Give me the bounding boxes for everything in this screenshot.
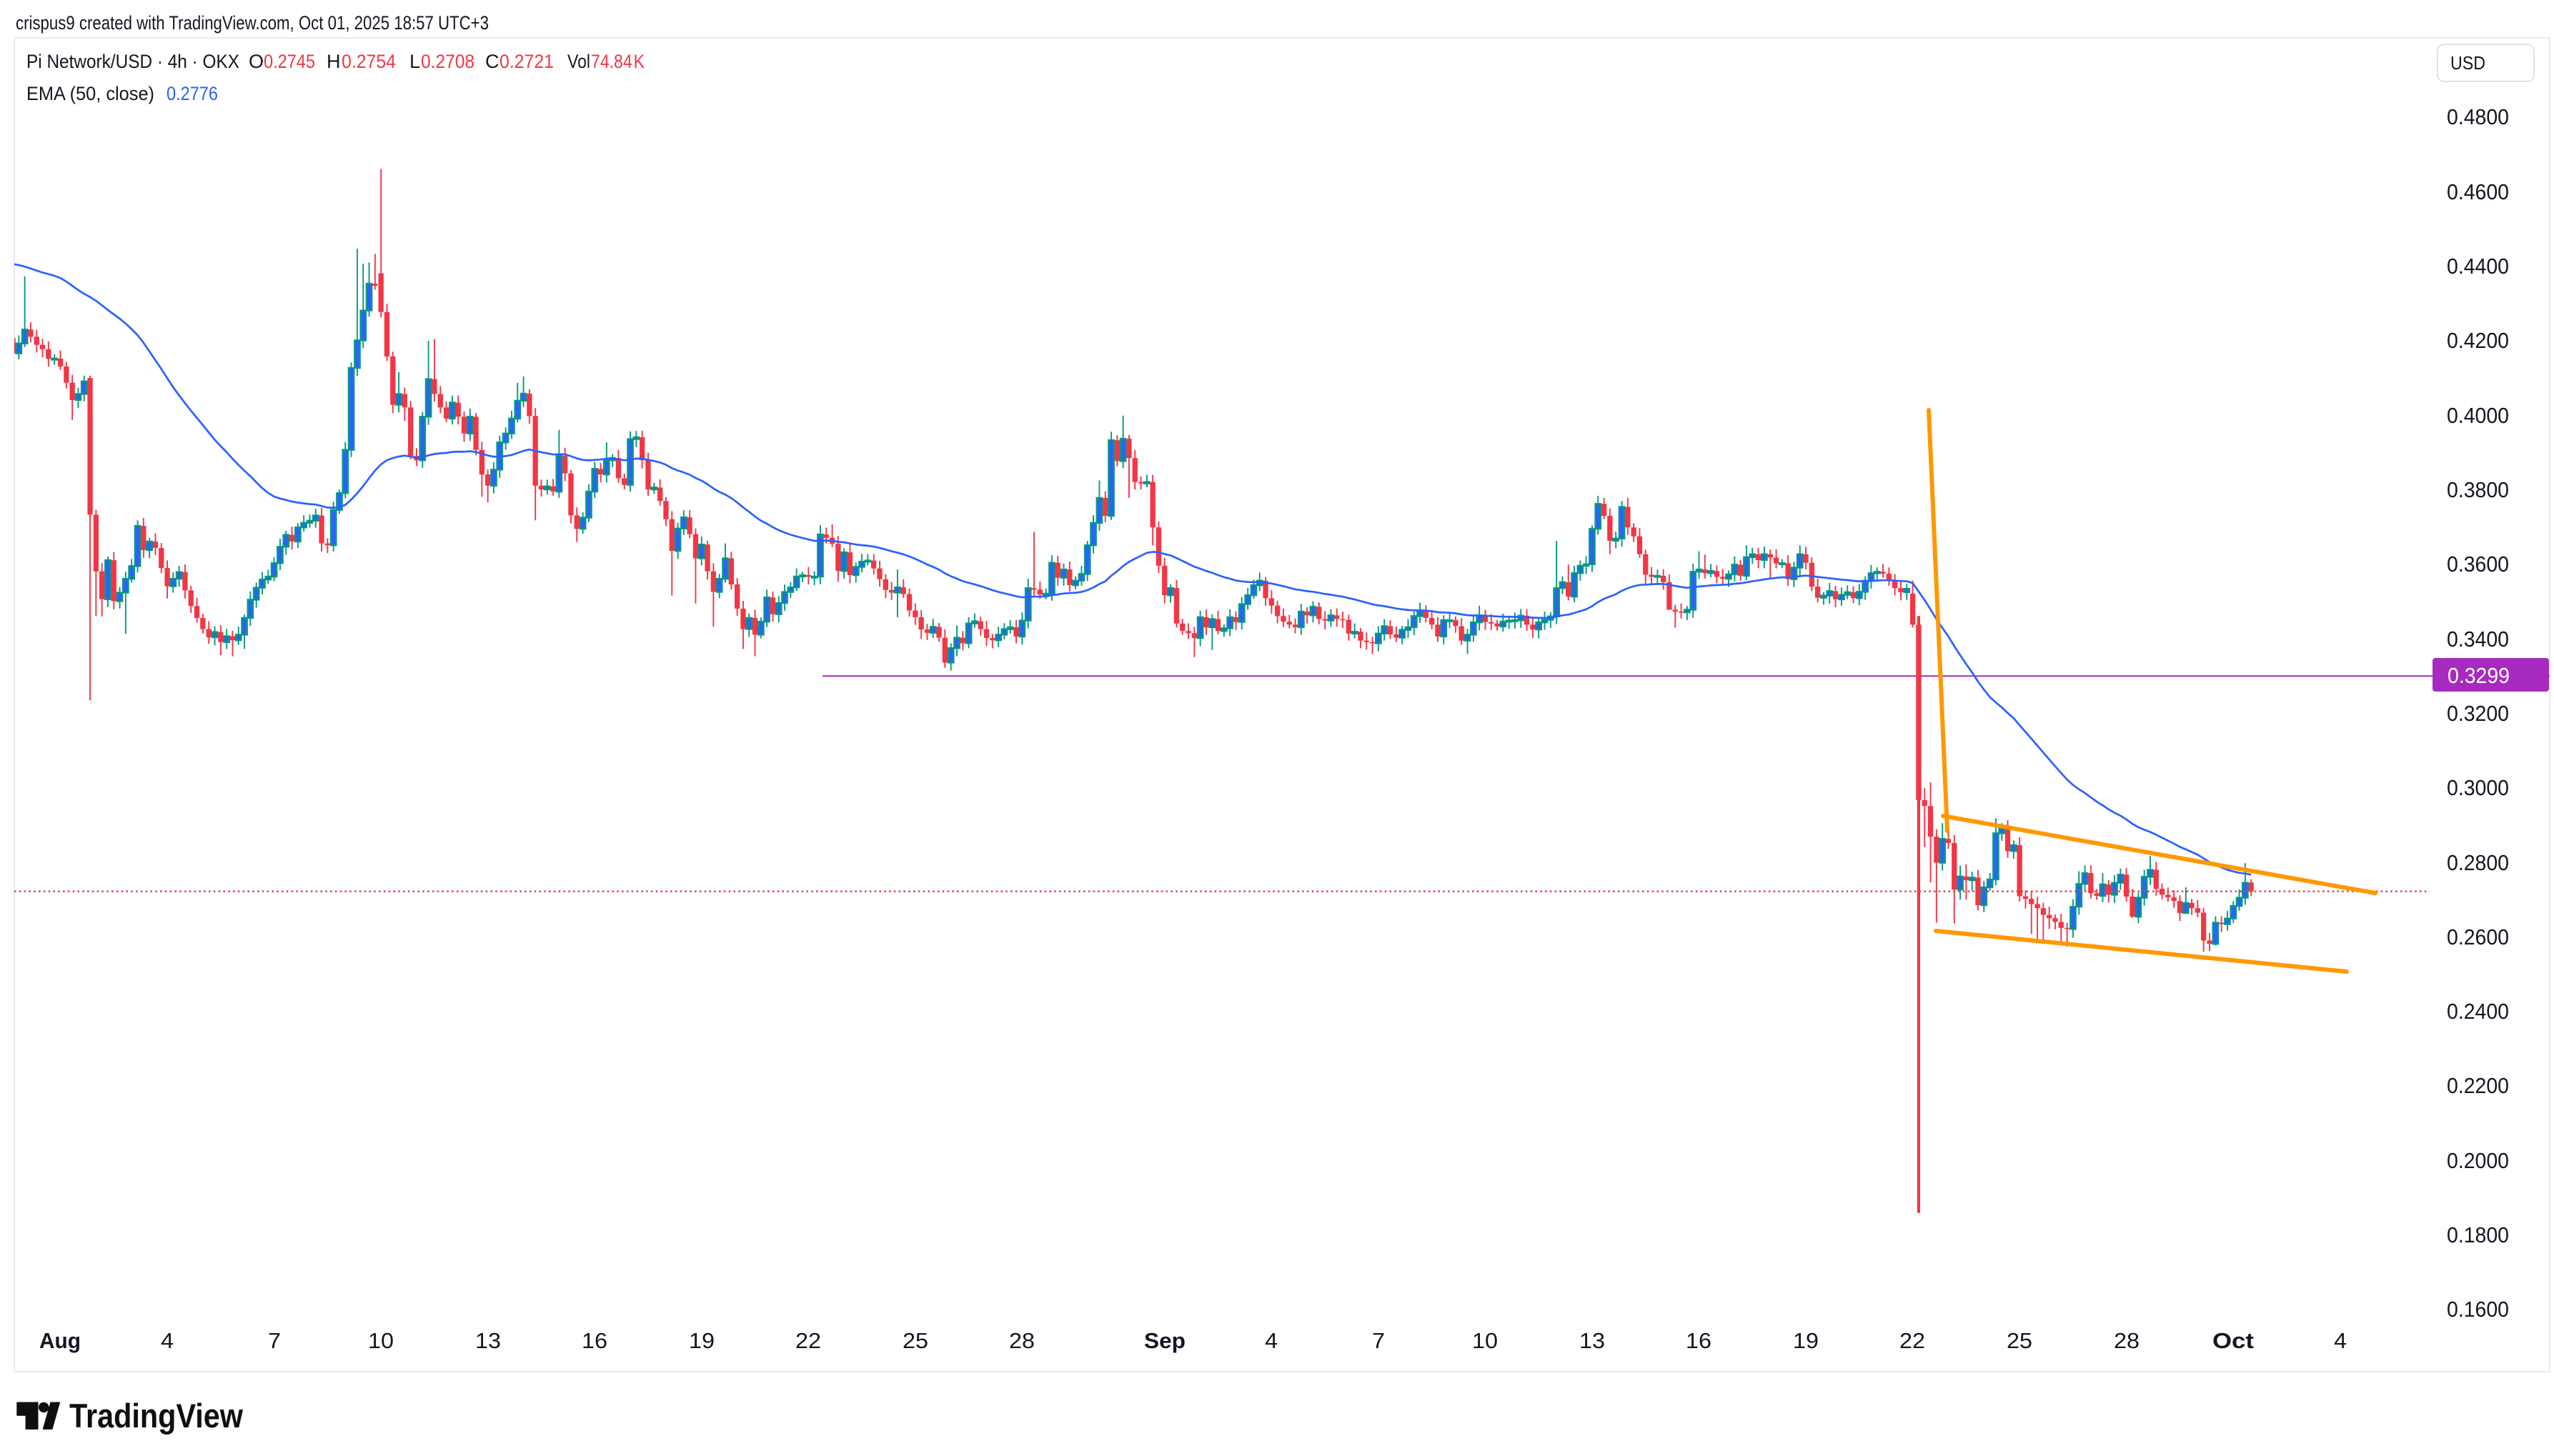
svg-text:0.1800: 0.1800 bbox=[2447, 1223, 2509, 1247]
svg-text:0.2600: 0.2600 bbox=[2447, 925, 2509, 949]
svg-text:22: 22 bbox=[1899, 1328, 1925, 1353]
svg-text:0.4800: 0.4800 bbox=[2447, 105, 2509, 129]
svg-text:25: 25 bbox=[2007, 1328, 2032, 1353]
svg-text:crispus9 created with TradingV: crispus9 created with TradingView.com, O… bbox=[16, 12, 489, 34]
svg-text:4: 4 bbox=[161, 1328, 174, 1353]
svg-text:0.2400: 0.2400 bbox=[2447, 999, 2509, 1024]
svg-text:0.3600: 0.3600 bbox=[2447, 552, 2509, 577]
svg-text:0.4200: 0.4200 bbox=[2447, 329, 2509, 353]
svg-text:0.2200: 0.2200 bbox=[2447, 1074, 2509, 1098]
svg-text:0.2000: 0.2000 bbox=[2447, 1149, 2509, 1173]
svg-text:22: 22 bbox=[795, 1328, 821, 1353]
svg-text:0.3800: 0.3800 bbox=[2447, 478, 2509, 502]
svg-text:TradingView: TradingView bbox=[69, 1397, 243, 1435]
svg-text:Aug: Aug bbox=[39, 1328, 81, 1353]
svg-text:4: 4 bbox=[2334, 1328, 2347, 1353]
svg-text:0.4400: 0.4400 bbox=[2447, 254, 2509, 279]
svg-text:Sep: Sep bbox=[1144, 1328, 1186, 1353]
svg-text:28: 28 bbox=[2114, 1328, 2140, 1353]
svg-text:7: 7 bbox=[1372, 1328, 1385, 1353]
svg-text:0.3200: 0.3200 bbox=[2447, 702, 2509, 726]
svg-text:25: 25 bbox=[903, 1328, 928, 1353]
svg-text:16: 16 bbox=[582, 1328, 607, 1353]
svg-text:4: 4 bbox=[1265, 1328, 1278, 1353]
svg-text:10: 10 bbox=[1472, 1328, 1498, 1353]
svg-text:16: 16 bbox=[1686, 1328, 1711, 1353]
svg-text:19: 19 bbox=[689, 1328, 715, 1353]
svg-text:19: 19 bbox=[1793, 1328, 1819, 1353]
svg-text:7: 7 bbox=[268, 1328, 281, 1353]
svg-text:0.2800: 0.2800 bbox=[2447, 851, 2509, 875]
svg-text:0.3299: 0.3299 bbox=[2448, 664, 2510, 688]
svg-text:13: 13 bbox=[1579, 1328, 1605, 1353]
svg-text:0.1600: 0.1600 bbox=[2447, 1297, 2509, 1322]
svg-text:0.4600: 0.4600 bbox=[2447, 180, 2509, 204]
svg-text:Oct: Oct bbox=[2212, 1328, 2254, 1353]
svg-text:0.3400: 0.3400 bbox=[2447, 627, 2509, 652]
svg-text:10: 10 bbox=[368, 1328, 394, 1353]
svg-text:13: 13 bbox=[475, 1328, 501, 1353]
svg-text:0.4000: 0.4000 bbox=[2447, 404, 2509, 428]
svg-text:EMA (50, close)0.2776: EMA (50, close) 0.2776 bbox=[26, 83, 218, 104]
svg-text:USD: USD bbox=[2450, 52, 2485, 74]
svg-text:0.3000: 0.3000 bbox=[2447, 776, 2509, 800]
svg-text:28: 28 bbox=[1009, 1328, 1035, 1353]
